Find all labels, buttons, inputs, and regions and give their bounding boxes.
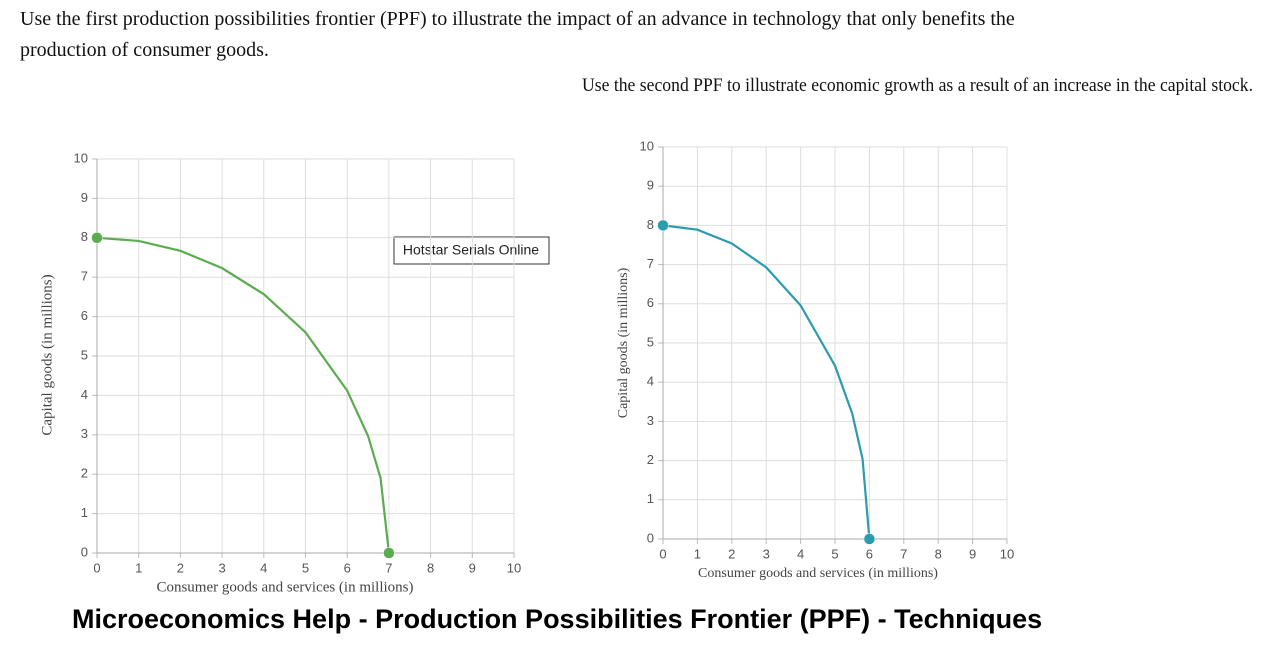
y-tick-label: 9 <box>81 190 88 205</box>
y-tick-label: 7 <box>647 256 654 271</box>
x-tick-label: 4 <box>797 546 804 561</box>
x-tick-label: 8 <box>935 546 942 561</box>
x-tick-label: 7 <box>900 546 907 561</box>
x-axis-label: Consumer goods and services (in millions… <box>698 566 938 581</box>
x-tick-label: 6 <box>866 546 873 561</box>
y-tick-label: 6 <box>81 308 88 323</box>
x-tick-label: 2 <box>177 560 184 575</box>
x-tick-label: 10 <box>507 560 521 575</box>
x-tick-label: 0 <box>659 546 666 561</box>
x-tick-label: 10 <box>1000 546 1014 561</box>
y-tick-label: 1 <box>647 491 654 506</box>
y-tick-label: 9 <box>647 178 654 193</box>
x-tick-label: 9 <box>469 560 476 575</box>
prompt: Use the second PPF to illustrate economi… <box>582 75 1253 96</box>
x-tick-label: 1 <box>694 546 701 561</box>
x-tick-label: 0 <box>93 560 100 575</box>
y-tick-label: 3 <box>81 426 88 441</box>
x-tick-label: 6 <box>344 560 351 575</box>
y-tick-label: 4 <box>81 387 88 402</box>
ppf-curve <box>96 236 390 554</box>
y-tick-label: 7 <box>81 269 88 284</box>
y-tick-label: 0 <box>647 530 654 545</box>
y-tick-label: 5 <box>647 334 654 349</box>
x-tick-label: 1 <box>135 560 142 575</box>
end-point <box>91 232 103 244</box>
ppf-curve <box>662 224 871 540</box>
x-tick-label: 3 <box>763 546 770 561</box>
y-tick-label: 3 <box>647 413 654 428</box>
end-point <box>657 219 669 232</box>
tooltip: Hotstar Serials Online <box>403 242 539 258</box>
y-tick-label: 10 <box>640 138 654 153</box>
x-tick-label: 5 <box>831 546 838 561</box>
y-axis-label: Capital goods (in millions) <box>39 274 55 435</box>
y-tick-label: 0 <box>81 544 88 559</box>
x-tick-label: 5 <box>302 560 309 575</box>
tooltip-box <box>393 236 550 265</box>
y-tick-label: 5 <box>81 347 88 362</box>
x-tick-label: 2 <box>728 546 735 561</box>
y-tick-label: 8 <box>81 229 88 244</box>
y-tick-label: 1 <box>81 505 88 520</box>
x-axis-label: Consumer goods and services (in millions… <box>156 579 413 595</box>
x-tick-label: 3 <box>218 560 225 575</box>
y-tick-label: 2 <box>647 452 654 467</box>
prompt: Use the first production possibilities f… <box>20 8 1015 30</box>
banner: Microeconomics Help - Production Possibi… <box>72 604 1042 634</box>
y-tick-label: 6 <box>647 295 654 310</box>
x-tick-label: 4 <box>260 560 267 575</box>
x-tick-label: 7 <box>385 560 392 575</box>
end-point <box>383 547 395 559</box>
y-axis-label: Capital goods (in millions) <box>616 267 631 418</box>
y-tick-label: 2 <box>81 466 88 481</box>
x-tick-label: 8 <box>427 560 434 575</box>
x-tick-label: 9 <box>969 546 976 561</box>
y-tick-label: 4 <box>647 374 654 389</box>
y-tick-label: 8 <box>647 217 654 232</box>
y-tick-label: 10 <box>74 150 88 165</box>
end-point <box>863 533 876 545</box>
prompt: production of consumer goods. <box>20 39 269 61</box>
